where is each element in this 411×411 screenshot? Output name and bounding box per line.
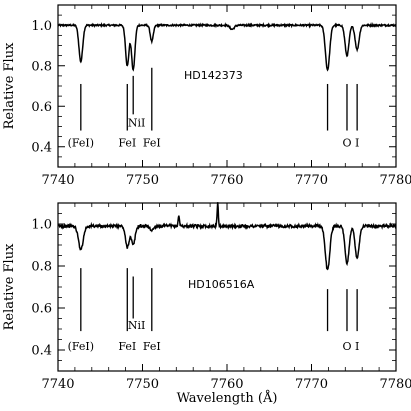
panel-bottom-x-tick-label: 7760 xyxy=(210,377,243,392)
panel-top-x-tick-label: 7750 xyxy=(126,173,159,188)
panel-bottom-line-label: NiI xyxy=(128,319,146,332)
panel-bottom-star-label: HD106516A xyxy=(188,278,255,291)
panel-top-x-tick-label: 7740 xyxy=(41,173,74,188)
panel-top-line-label: FeI xyxy=(118,137,136,150)
panel-top-spectrum-group xyxy=(57,21,397,72)
panel-top-ticks: 7740 7750 7760 7770 7780 0.4 0.6 0.8 1.0 xyxy=(31,5,411,188)
panel-bottom-line-label: O xyxy=(342,340,351,353)
panel-bottom-line-labels: (FeI) FeI NiI FeI O I xyxy=(68,319,360,353)
panel-bottom: 7740 7750 7760 7770 7780 0.4 0.6 0.8 1.0 (FeI) Fe… xyxy=(2,202,411,406)
panel-bottom-line-label: (FeI) xyxy=(68,340,94,353)
panel-top-x-tick-label: 7780 xyxy=(379,173,411,188)
panel-bottom-x-tick-label: 7770 xyxy=(295,377,328,392)
panel-bottom-y-axis-title: Relative Flux xyxy=(2,243,17,330)
panel-top-y-tick-label: 0.6 xyxy=(31,100,52,115)
panel-top-line-label: FeI xyxy=(143,137,161,150)
panel-top-line-label: (FeI) xyxy=(68,137,94,150)
panel-top-line-markers xyxy=(80,67,358,131)
panel-bottom-ticks: 7740 7750 7760 7770 7780 0.4 0.6 0.8 1.0 xyxy=(31,203,411,392)
panel-top-y-tick-label: 0.8 xyxy=(31,59,52,74)
panel-bottom-spectrum-group xyxy=(57,202,397,271)
panel-bottom-y-tick-label: 1.0 xyxy=(31,218,52,233)
panel-bottom-x-tick-label: 7740 xyxy=(41,377,74,392)
panel-top-spectrum-line xyxy=(57,21,397,72)
panel-bottom-line-label: I xyxy=(355,340,359,353)
panel-bottom-x-tick-label: 7780 xyxy=(379,377,411,392)
panel-top-line-label: I xyxy=(355,137,359,150)
panel-top-star-label: HD142373 xyxy=(184,69,243,82)
panel-bottom-x-tick-label: 7750 xyxy=(126,377,159,392)
panel-bottom-spectrum-line xyxy=(57,202,397,271)
panel-top-line-labels: (FeI) FeI NiI FeI O I xyxy=(68,116,360,149)
panel-top-line-label: O xyxy=(342,137,351,150)
panel-bottom-line-label: FeI xyxy=(143,340,161,353)
panel-top-line-label: NiI xyxy=(128,116,146,129)
panel-bottom-x-axis-title: Wavelength (Å) xyxy=(177,390,278,406)
panel-bottom-line-label: FeI xyxy=(118,340,136,353)
panel-bottom-y-tick-label: 0.8 xyxy=(31,260,52,275)
panel-top-y-axis-title: Relative Flux xyxy=(2,42,17,129)
panel-bottom-y-tick-label: 0.4 xyxy=(31,344,52,359)
panel-top: 7740 7750 7760 7770 7780 0.4 0.6 0.8 1.0 (FeI) Fe… xyxy=(2,4,411,188)
panel-bottom-line-markers xyxy=(80,268,358,332)
panel-top-x-tick-label: 7770 xyxy=(295,173,328,188)
panel-top-x-tick-label: 7760 xyxy=(210,173,243,188)
panel-top-y-tick-label: 1.0 xyxy=(31,19,52,34)
panel-bottom-y-tick-label: 0.6 xyxy=(31,302,52,317)
panel-top-y-tick-label: 0.4 xyxy=(31,140,52,155)
